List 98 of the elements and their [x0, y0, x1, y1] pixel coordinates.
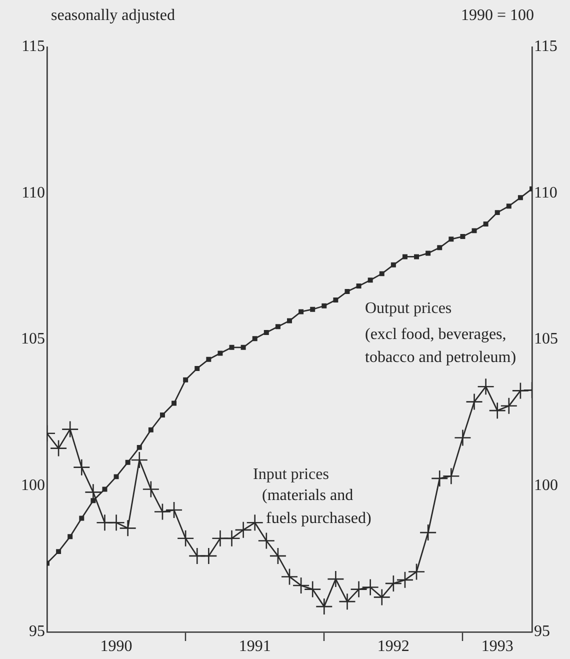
point: [414, 254, 420, 260]
point: [344, 289, 350, 294]
point: [384, 574, 402, 592]
point: [68, 534, 73, 540]
y-tick-label: 100: [21, 476, 45, 494]
point: [426, 250, 431, 256]
point: [165, 501, 183, 519]
point: [477, 378, 494, 396]
y2-tick-label: 105: [534, 330, 558, 348]
x-tick-label: 1992: [377, 638, 410, 655]
point: [408, 563, 426, 580]
point: [119, 520, 136, 537]
point: [234, 521, 252, 539]
point: [130, 451, 148, 469]
point: [292, 576, 310, 594]
series-label: Input prices: [253, 466, 329, 483]
point: [102, 486, 108, 492]
point: [176, 530, 194, 548]
point: [488, 402, 506, 420]
point: [518, 195, 523, 200]
point: [142, 480, 160, 498]
point: [223, 530, 240, 548]
point: [368, 278, 373, 283]
point: [506, 204, 512, 209]
point: [194, 366, 200, 371]
point: [172, 400, 177, 406]
point: [154, 503, 172, 520]
point: [338, 592, 356, 610]
point: [466, 393, 483, 410]
point: [304, 580, 322, 598]
point: [72, 458, 90, 476]
y2-tick-label: 110: [534, 184, 558, 202]
point: [90, 498, 96, 504]
point: [494, 210, 500, 216]
annotation: (excl food, beverages, tobacco and petroleum): [365, 326, 516, 366]
y2-tick-label: 95: [534, 623, 550, 640]
point: [200, 547, 218, 565]
point: [350, 580, 368, 598]
point: [218, 350, 223, 356]
y2-tick-label: 115: [534, 38, 558, 56]
point: [356, 283, 362, 288]
point: [50, 440, 68, 457]
point: [373, 588, 391, 606]
point: [114, 474, 119, 480]
point: [396, 571, 414, 589]
point: [448, 236, 454, 242]
point: [442, 467, 460, 485]
point: [287, 318, 292, 324]
point: [125, 460, 130, 465]
point: [310, 306, 316, 312]
point: [246, 514, 264, 532]
x-tick-label: 1990: [100, 638, 132, 655]
point: [206, 356, 212, 362]
point: [240, 344, 246, 350]
point: [512, 382, 530, 400]
point: [315, 598, 333, 616]
point: [333, 298, 338, 302]
point: [275, 324, 280, 330]
series-label: Output prices: [365, 300, 452, 317]
point: [148, 427, 154, 432]
point: [402, 254, 408, 260]
point: [430, 470, 448, 488]
text: 1990 = 100: [460, 7, 534, 24]
point: [454, 429, 472, 446]
point: [379, 271, 384, 276]
point: [280, 568, 298, 586]
point: [56, 549, 62, 554]
point: [327, 570, 344, 588]
point: [460, 234, 466, 240]
point: [419, 524, 437, 542]
point: [500, 397, 518, 415]
y-tick-label: 95: [29, 623, 45, 640]
point: [264, 330, 269, 335]
point: [136, 444, 142, 450]
point: [183, 377, 188, 382]
y2-tick-label: 100: [534, 476, 558, 494]
point: [79, 516, 84, 521]
point: [362, 578, 379, 596]
point: [483, 221, 488, 226]
point: [61, 420, 79, 438]
point: [390, 262, 396, 268]
text: seasonally adjusted: [51, 7, 175, 24]
point: [108, 514, 125, 532]
point: [322, 303, 327, 308]
point: [252, 336, 258, 342]
point: [229, 344, 234, 350]
point: [472, 228, 477, 234]
point: [298, 309, 304, 314]
point: [258, 532, 276, 550]
y-tick-label: 105: [21, 330, 45, 348]
point: [269, 547, 287, 565]
annotation: (materials and fuels purchased): [262, 487, 372, 527]
point: [160, 412, 165, 418]
point: [437, 245, 442, 250]
y-tick-label: 115: [22, 38, 45, 56]
y-tick-label: 110: [22, 184, 45, 202]
x-tick-label: 1991: [238, 638, 271, 655]
x-tick-label: 1993: [481, 638, 514, 655]
